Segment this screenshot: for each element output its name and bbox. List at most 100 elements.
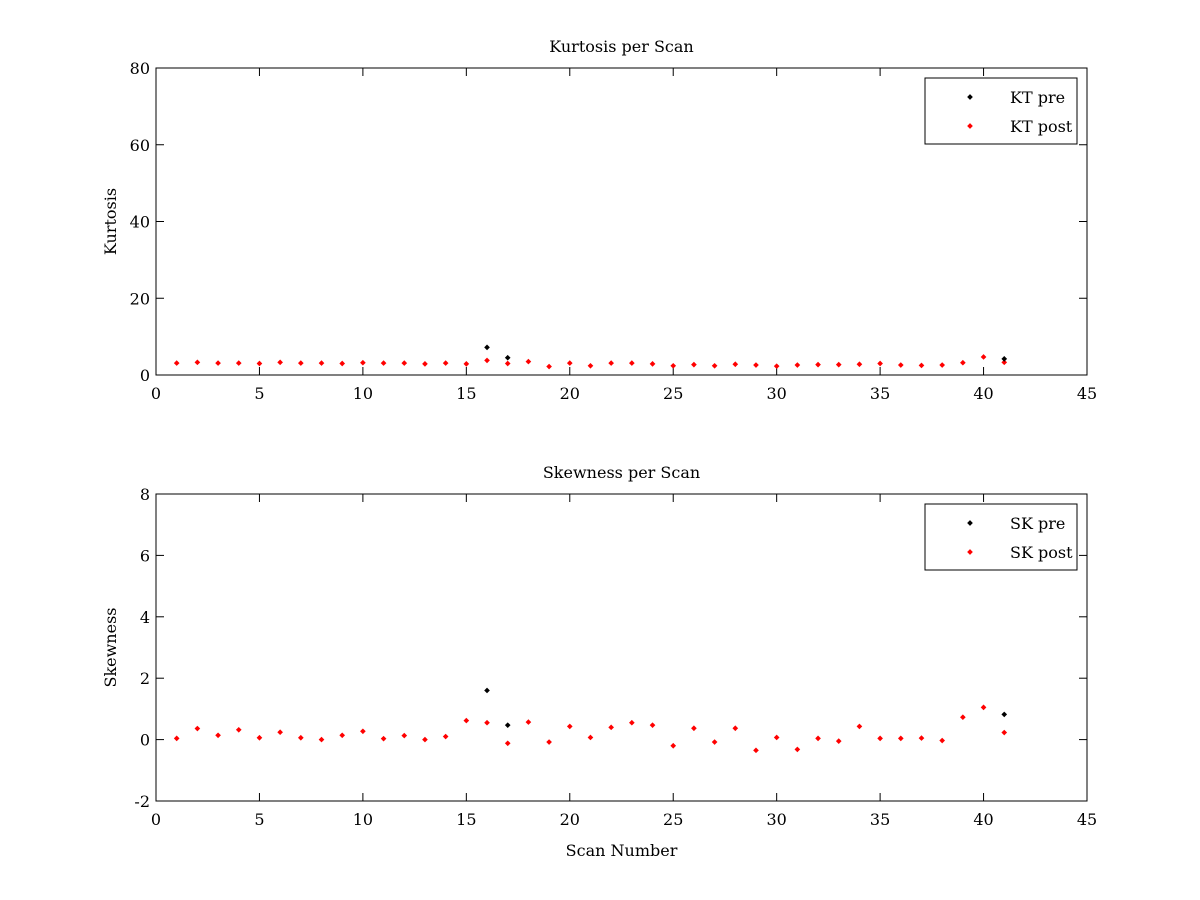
- marker-sk-post: [877, 735, 883, 742]
- kurtosis-y-tick-label: 80: [130, 59, 150, 78]
- marker-sk-post: [546, 739, 552, 745]
- marker-kt-post: [608, 360, 614, 366]
- marker-kt-pre: [504, 354, 511, 361]
- marker-sk-post: [835, 738, 842, 744]
- skewness-x-tick-label: 35: [870, 810, 890, 829]
- marker-kt-post: [794, 362, 801, 368]
- marker-sk-post: [711, 739, 718, 745]
- skewness-x-tick-label: 40: [973, 810, 993, 829]
- marker-kt-post: [504, 360, 511, 367]
- marker-sk-post: [691, 725, 697, 732]
- skewness-chart-title: Skewness per Scan: [543, 463, 700, 482]
- marker-sk-post: [918, 735, 925, 741]
- marker-kt-post: [194, 359, 201, 366]
- marker-kt-post: [897, 362, 904, 368]
- marker-sk-post: [256, 734, 263, 741]
- marker-kt-post: [442, 360, 449, 366]
- marker-sk-post: [960, 714, 966, 721]
- marker-sk-pre: [484, 687, 490, 694]
- kurtosis-x-tick-label: 5: [254, 384, 264, 403]
- marker-sk-post: [360, 728, 366, 735]
- marker-kt-post: [380, 360, 387, 366]
- marker-kt-post: [339, 360, 346, 367]
- marker-kt-post: [815, 361, 821, 368]
- marker-sk-pre: [1001, 711, 1008, 718]
- marker-sk-post: [566, 723, 573, 730]
- marker-kt-post: [711, 362, 718, 369]
- kurtosis-x-tick-label: 20: [560, 384, 580, 403]
- kurtosis-chart: 0 5 10 15 20 25 30 35 40 45 0 20 40 60 80 Kurtosis per…: [101, 37, 1097, 403]
- marker-kt-post: [587, 362, 594, 369]
- marker-sk-post: [401, 732, 408, 739]
- kurtosis-axes: 0 5 10 15 20 25 30 35 40 45 0 20 40 60 80: [130, 59, 1098, 403]
- marker-sk-post: [380, 735, 387, 742]
- marker-kt-post: [360, 359, 366, 366]
- skewness-x-tick-label: 45: [1077, 810, 1097, 829]
- kurtosis-x-tick-label: 25: [663, 384, 683, 403]
- marker-kt-post: [877, 360, 883, 367]
- kurtosis-x-tick-label: 0: [151, 384, 161, 403]
- marker-kt-pre: [484, 344, 490, 351]
- kurtosis-x-tick-label: 10: [353, 384, 373, 403]
- marker-sk-post: [753, 747, 759, 754]
- skewness-markers: [173, 687, 1008, 754]
- marker-kt-post: [297, 360, 304, 366]
- marker-kt-pre: [1001, 356, 1008, 362]
- marker-sk-post: [484, 719, 490, 726]
- marker-sk-post: [587, 734, 594, 741]
- skewness-x-tick-label: 0: [151, 810, 161, 829]
- skewness-y-tick-label: -2: [134, 792, 150, 811]
- legend-marker-kt-post: [967, 123, 973, 129]
- kurtosis-y-tick-label: 60: [130, 136, 150, 155]
- marker-kt-post: [856, 361, 863, 368]
- marker-kt-post: [835, 361, 842, 368]
- marker-sk-post: [463, 717, 470, 724]
- skewness-legend: SK pre SK post: [924, 503, 1078, 571]
- marker-kt-post: [525, 358, 532, 365]
- marker-kt-post: [773, 363, 780, 370]
- skewness-y-tick-label: 0: [140, 731, 150, 750]
- skewness-y-tick-label: 6: [140, 546, 150, 565]
- kurtosis-legend: KT pre KT post: [924, 77, 1078, 145]
- marker-kt-post: [691, 361, 697, 368]
- marker-sk-post: [442, 733, 449, 740]
- marker-sk-pre: [504, 722, 511, 728]
- marker-kt-post: [277, 359, 283, 366]
- kurtosis-x-tick-label: 15: [456, 384, 476, 403]
- marker-kt-post: [670, 362, 677, 369]
- skewness-x-tick-label: 25: [663, 810, 683, 829]
- marker-kt-post: [546, 363, 552, 370]
- skewness-y-tick-label: 4: [140, 608, 150, 627]
- legend-marker-kt-pre: [967, 94, 973, 100]
- marker-sk-post: [649, 722, 656, 728]
- marker-sk-post: [277, 729, 283, 736]
- marker-kt-post: [649, 361, 656, 367]
- marker-kt-post: [463, 361, 470, 367]
- skewness-x-tick-label: 5: [254, 810, 264, 829]
- kurtosis-x-tick-label: 35: [870, 384, 890, 403]
- kurtosis-y-axis-label: Kurtosis: [101, 188, 120, 255]
- marker-kt-post: [318, 360, 325, 366]
- marker-kt-post: [566, 360, 573, 366]
- marker-sk-post: [318, 736, 325, 743]
- marker-kt-post: [1001, 359, 1008, 366]
- marker-sk-post: [670, 742, 677, 749]
- marker-kt-post: [484, 357, 490, 364]
- legend-label-sk-post: SK post: [1010, 543, 1073, 562]
- marker-sk-post: [525, 719, 532, 725]
- marker-sk-post: [897, 735, 904, 742]
- marker-sk-post: [794, 746, 801, 753]
- marker-sk-post: [608, 724, 614, 731]
- skewness-x-tick-label: 30: [766, 810, 786, 829]
- marker-kt-post: [939, 362, 946, 368]
- marker-kt-post: [422, 361, 428, 367]
- marker-sk-post: [773, 734, 780, 741]
- marker-sk-post: [422, 736, 428, 743]
- kurtosis-legend-box: [924, 77, 1078, 145]
- skewness-x-axis-label: Scan Number: [566, 841, 678, 860]
- marker-kt-post: [215, 360, 221, 366]
- marker-sk-post: [815, 735, 821, 742]
- marker-kt-post: [980, 354, 987, 360]
- kurtosis-y-tick-label: 0: [140, 366, 150, 385]
